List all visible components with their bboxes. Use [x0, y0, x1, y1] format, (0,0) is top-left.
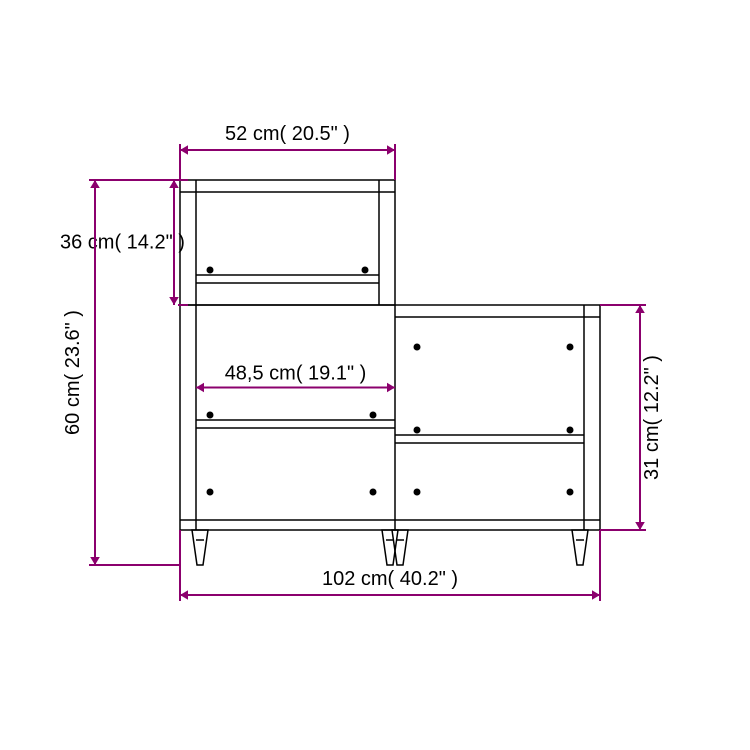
svg-text:31 cm( 12.2" ): 31 cm( 12.2" ): [641, 355, 663, 480]
svg-text:102 cm( 40.2" ): 102 cm( 40.2" ): [322, 568, 458, 590]
svg-text:52 cm( 20.5" ): 52 cm( 20.5" ): [225, 123, 350, 145]
svg-text:36 cm( 14.2" ): 36 cm( 14.2" ): [60, 232, 185, 254]
svg-text:48,5 cm( 19.1" ): 48,5 cm( 19.1" ): [225, 363, 367, 385]
svg-text:60 cm( 23.6" ): 60 cm( 23.6" ): [62, 310, 84, 435]
